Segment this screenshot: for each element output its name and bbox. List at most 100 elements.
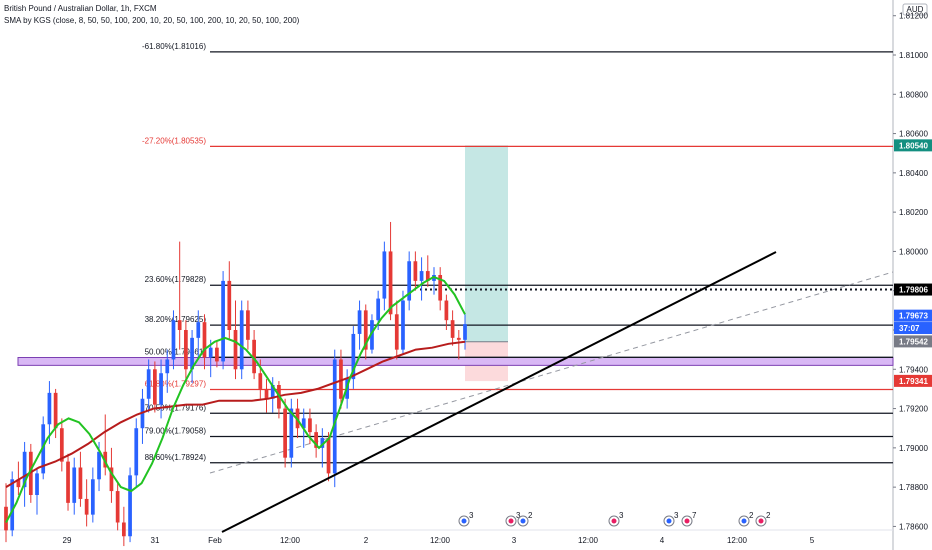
candle-body [208,347,213,358]
candle-body [196,322,201,338]
candle-body [128,475,132,537]
fib-level-label: 79.00%(1.79058) [145,426,207,435]
x-tick-label: Feb [208,536,222,545]
event-badge-count: 3 [516,511,521,520]
candle-body [320,438,325,448]
candle-body [53,392,58,429]
y-tick-label: 1.80000 [899,247,928,256]
candle-body [425,271,430,281]
price-tag-label: 1.80540 [899,141,928,150]
candle-body [394,314,399,350]
indicator-legend[interactable]: SMA by KGS (close, 8, 50, 50, 100, 200, … [4,16,300,25]
x-tick-label: 12:00 [280,536,301,545]
y-tick-label: 1.81200 [899,12,928,21]
candle-body [59,428,64,462]
event-badge-count: 2 [766,511,771,520]
candle-body [16,479,21,488]
event-badge-dot [666,518,672,524]
x-tick-label: 12:00 [727,536,748,545]
y-tick-label: 1.78800 [899,483,928,492]
event-badge-count: 7 [692,511,697,520]
candle-body [301,418,306,429]
fib-level-label: -61.80%(1.81016) [142,42,206,51]
candle-body [463,324,467,340]
y-tick-label: 1.80600 [899,130,928,139]
event-badge-dot [461,518,467,524]
fib-level-label: 61.80%(1.79297) [145,380,207,389]
price-axis-bg [893,0,932,550]
price-tag [894,309,932,322]
event-badge-dot [520,518,526,524]
candle-body [84,498,89,515]
candle-body [121,522,126,537]
candle-body [357,310,362,334]
ascending-trend-line [221,251,777,533]
candle-body [109,467,114,492]
candle-body [10,479,15,531]
support-zone [17,357,894,366]
candle-body [22,451,27,488]
price-tag [894,322,932,335]
fib-level-label: 23.60%(1.79828) [145,275,207,284]
target-zone [465,145,508,342]
x-tick-label: 12:00 [430,536,451,545]
candle-body [239,310,244,370]
candle-body [326,438,331,474]
candle-body [103,451,108,468]
y-tick-label: 1.80400 [899,169,928,178]
fib-level-label: 38.20%(1.79625) [145,315,207,324]
event-badge-count: 2 [749,511,754,520]
event-badge-count: 3 [619,511,624,520]
y-tick-label: 1.79400 [899,365,928,374]
event-badge-count: 3 [469,511,474,520]
candle-body [351,333,356,380]
candle-body [264,388,269,399]
candle-body [382,251,387,299]
x-tick-label: 4 [660,536,665,545]
candle-body [184,330,188,370]
dashed-trend-line [209,271,894,474]
candle-body [90,479,95,515]
candle-body [97,451,101,480]
y-tick-label: 1.81000 [899,51,928,60]
candle-body [202,322,207,358]
candle-body [4,506,8,531]
candle-body [47,392,52,425]
candle-body [339,359,343,399]
candle-body [370,320,374,350]
candle-body [41,424,46,474]
price-tag-label: 1.79673 [899,312,928,321]
candle-body [456,337,461,340]
price-tag-label: 37:07 [899,324,920,333]
event-badge-count: 3 [674,511,679,520]
price-tag-label: 1.79341 [899,377,928,386]
candle-body [246,310,250,340]
price-tag-label: 1.79806 [899,286,928,295]
candle-body [190,337,194,370]
event-badge-dot [758,518,764,524]
candle-body [165,359,170,374]
candle-body [221,280,225,362]
candle-body [283,408,287,458]
candle-body [438,275,443,301]
candle-body [146,369,151,399]
candle-body [289,408,294,458]
price-tag [894,283,932,296]
candle-body [252,339,256,374]
candle-body [450,320,455,338]
x-tick-label: 3 [512,536,517,545]
candle-body [363,310,368,350]
currency-badge-label: AUD [907,5,924,14]
price-tag-label: 1.79542 [899,337,928,346]
y-tick-label: 1.79000 [899,444,928,453]
candle-body [35,473,39,495]
candle-body [401,300,405,350]
candle-body [177,320,182,330]
candle-body [258,373,263,389]
fib-level-label: 70.50%(1.79176) [145,403,207,412]
currency-badge[interactable] [902,3,928,16]
sma-slow-line [5,340,466,488]
candle-body [78,467,83,499]
